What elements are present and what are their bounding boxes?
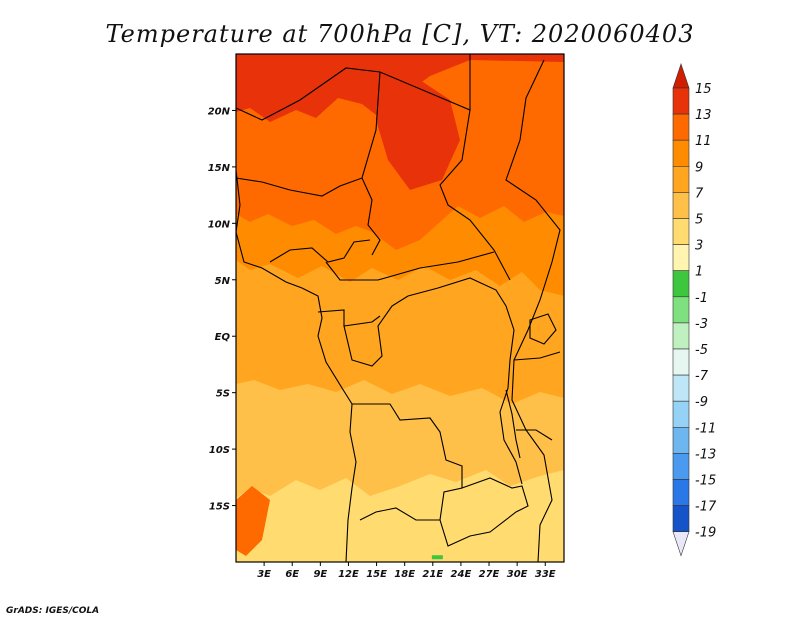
colorbar: 15 13 11 9 7 5 3 1 -1 -3 -5 -7 -9 -11 -13 -15 -17 -19	[672, 63, 717, 557]
y-tick-label: 20N	[208, 106, 231, 117]
y-tick-label: 5S	[216, 389, 230, 400]
field-patch-coast	[236, 486, 270, 556]
colorbar-label: -9	[695, 395, 708, 410]
colorbar-swatch	[672, 166, 690, 193]
x-tick-label: 24E	[451, 569, 472, 580]
coastline-west	[236, 169, 357, 562]
x-tick-label: 3E	[257, 569, 271, 580]
colorbar-swatch	[672, 113, 690, 141]
colorbar-triangle-bottom	[672, 531, 690, 557]
colorbar-swatch	[672, 244, 690, 272]
country-borders	[236, 54, 561, 562]
colorbar-swatch	[672, 374, 690, 402]
colorbar-swatch	[672, 348, 690, 376]
colorbar-label: -15	[695, 474, 716, 489]
x-tick-label: 27E	[479, 569, 500, 580]
border-congo	[343, 295, 409, 367]
colorbar-swatch	[672, 192, 690, 219]
border-tanzania	[513, 351, 561, 441]
y-tick-label: 10N	[208, 219, 231, 230]
colorbar-label: 1	[695, 265, 703, 280]
colorbar-swatch	[672, 426, 690, 454]
colorbar-label: -19	[695, 526, 716, 541]
lake-victoria	[529, 313, 557, 345]
border-drc-east	[499, 329, 523, 485]
colorbar-swatch	[672, 296, 690, 324]
colorbar-swatch	[672, 453, 690, 480]
colorbar-label: -13	[695, 447, 716, 462]
colorbar-label: -3	[695, 317, 708, 332]
x-tick-label: 18E	[394, 569, 415, 580]
border-zambia	[439, 477, 529, 547]
border-sudan-east	[439, 109, 511, 281]
colorbar-swatch	[672, 218, 690, 245]
x-tick-label: 9E	[313, 569, 327, 580]
axes: 3E 6E 9E 12E 15E 18E 21E 24E 27E 30E 33E 20N 15N 10N 5…	[208, 106, 556, 580]
plot-frame	[235, 53, 565, 563]
coastline-east	[505, 59, 561, 562]
border-sahel	[236, 177, 363, 197]
colorbar-label: 13	[695, 108, 712, 123]
colorbar-label: -7	[695, 369, 709, 384]
y-tick-label: 15S	[209, 502, 230, 513]
x-tick-label: 30E	[507, 569, 528, 580]
border-drc-north	[407, 277, 515, 331]
border-chad-sudan	[361, 71, 381, 256]
y-tick-label: 5N	[215, 276, 231, 287]
temperature-field	[236, 54, 564, 562]
colorbar-label: -17	[695, 500, 717, 515]
colorbar-triangle-top	[672, 63, 690, 89]
border-angola	[352, 403, 463, 521]
credit-label: GrADS: IGES/COLA	[6, 606, 99, 616]
y-tick-label: 15N	[208, 163, 231, 174]
x-tick-label: 21E	[422, 569, 443, 580]
colorbar-label: -11	[695, 421, 716, 436]
x-tick-label: 15E	[366, 569, 387, 580]
colorbar-label: 9	[695, 160, 703, 175]
lake-tanganyika	[505, 389, 521, 459]
colorbar-swatch	[672, 479, 690, 506]
colorbar-swatch	[672, 270, 690, 298]
colorbar-swatch	[672, 87, 690, 115]
colorbar-label: -1	[695, 291, 708, 306]
colorbar-label: 11	[695, 134, 712, 149]
colorbar-swatch	[672, 139, 690, 167]
colorbar-label: 3	[695, 239, 703, 254]
border-car	[325, 251, 495, 281]
y-tick-label: EQ	[215, 332, 231, 343]
border-nigeria	[269, 239, 371, 263]
border-sahara-west	[236, 67, 381, 121]
colorbar-swatch	[672, 322, 690, 350]
x-tick-label: 6E	[285, 569, 299, 580]
colorbar-label: 15	[695, 82, 712, 97]
y-tick-label: 10S	[209, 445, 230, 456]
x-tick-label: 12E	[338, 569, 359, 580]
colorbar-label: 5	[695, 213, 703, 228]
colorbar-swatch	[672, 505, 690, 533]
x-tick-label: 33E	[535, 569, 556, 580]
colorbar-label: 7	[695, 186, 704, 201]
chart-title: Temperature at 700hPa [C], VT: 202006040…	[106, 20, 695, 48]
field-band-core	[376, 80, 460, 190]
field-patch-cool	[431, 555, 443, 560]
colorbar-label: -5	[695, 343, 708, 358]
colorbar-swatch	[672, 400, 690, 428]
